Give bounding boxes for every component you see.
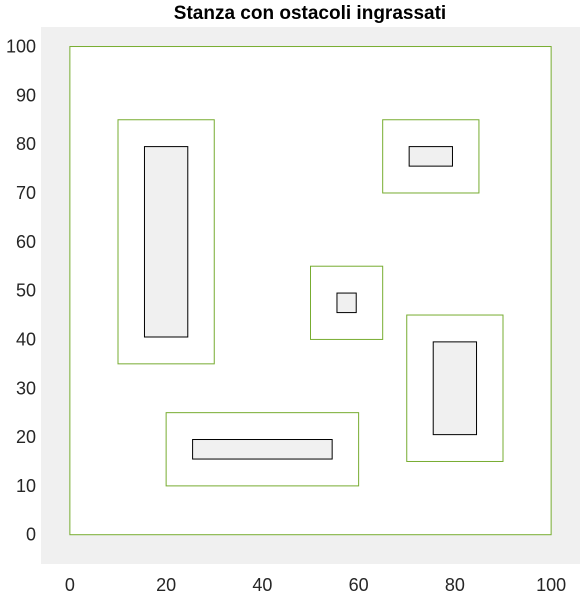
x-tick-label: 20: [156, 575, 176, 595]
inflated-obstacle-1: [117, 119, 215, 365]
obstacle-5: [192, 439, 333, 460]
obstacle-4: [432, 341, 478, 436]
y-tick-label: 20: [16, 427, 36, 447]
x-axis-ticks: 0 20 40 60 80 100: [65, 575, 566, 595]
x-tick-label: 40: [252, 575, 272, 595]
y-tick-label: 50: [16, 281, 36, 301]
inflated-obstacle-2: [382, 119, 480, 194]
y-tick-label: 40: [16, 329, 36, 349]
plot-area: [41, 27, 580, 564]
obstacle-3: [336, 292, 357, 314]
y-axis-ticks: 0 10 20 30 40 50 60 70 80 90 100: [6, 37, 36, 545]
x-tick-label: 0: [65, 575, 75, 595]
y-tick-label: 60: [16, 232, 36, 252]
inflated-obstacle-4: [406, 314, 504, 462]
y-tick-label: 90: [16, 85, 36, 105]
inflated-obstacle-3: [310, 265, 384, 340]
y-tick-label: 10: [16, 476, 36, 496]
y-tick-label: 100: [6, 37, 36, 57]
chart-title: Stanza con ostacoli ingrassati: [174, 3, 446, 24]
y-tick-label: 70: [16, 183, 36, 203]
inflated-obstacle-5: [165, 412, 360, 487]
y-tick-label: 30: [16, 378, 36, 398]
y-tick-label: 0: [26, 525, 36, 545]
y-tick-label: 80: [16, 134, 36, 154]
obstacle-1: [143, 146, 189, 338]
obstacle-2: [408, 146, 453, 167]
x-tick-label: 80: [445, 575, 465, 595]
x-tick-label: 100: [536, 575, 566, 595]
x-tick-label: 60: [349, 575, 369, 595]
